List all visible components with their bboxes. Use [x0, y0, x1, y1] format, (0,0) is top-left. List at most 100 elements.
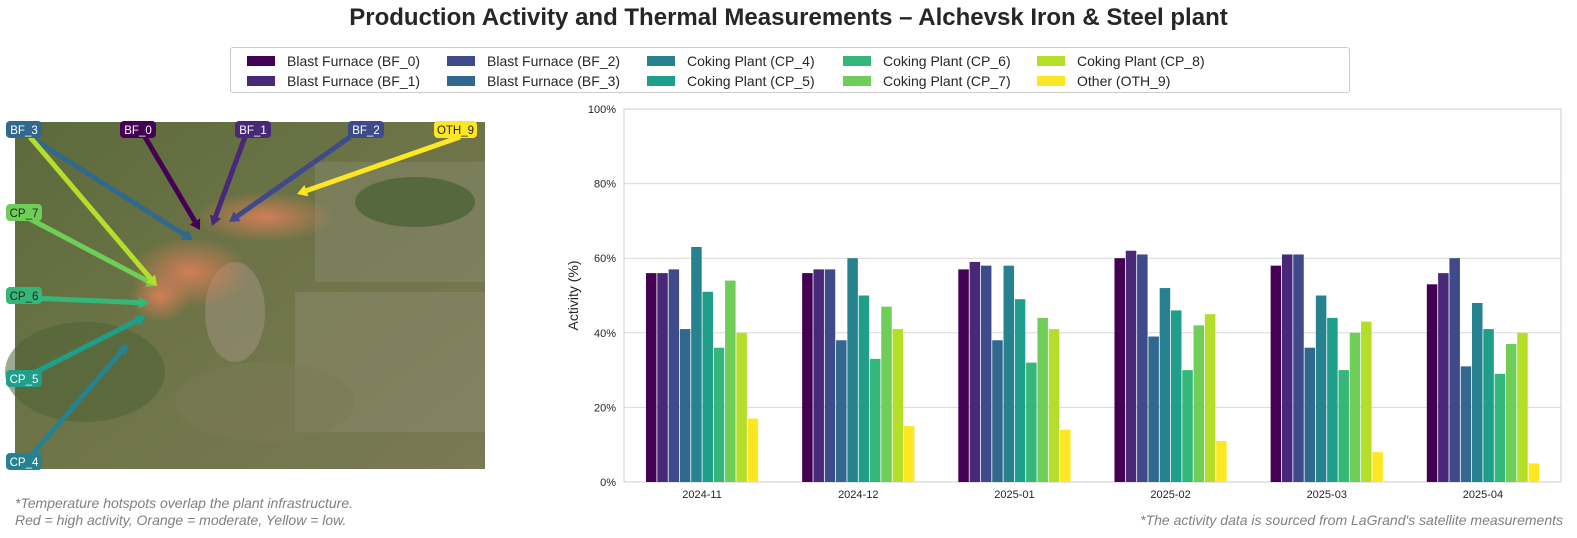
arrow-bf-1: [209, 136, 248, 226]
legend-item: Coking Plant (CP_6): [843, 52, 1011, 70]
bar-coking-plant-cp-8-2025-04: [1517, 332, 1528, 482]
map-label-text: CP_5: [10, 374, 39, 386]
map-label-cp-7: CP_7: [6, 204, 42, 221]
legend-swatch: [843, 56, 871, 66]
bar-coking-plant-cp-4-2025-01: [1003, 265, 1015, 482]
bar-coking-plant-cp-6-2025-04: [1494, 373, 1506, 482]
map-label-cp-5: CP_5: [6, 370, 42, 387]
x-tick-label: 2024-11: [682, 489, 722, 500]
bar-coking-plant-cp-4-2024-11: [691, 247, 702, 482]
map-label-text: CP_4: [10, 457, 39, 469]
y-axis: 0% 20% 40% 60% 80% 100%: [588, 104, 616, 489]
x-tick-label: 2025-03: [1307, 489, 1347, 500]
bar-coking-plant-cp-8-2025-03: [1361, 321, 1372, 482]
bar-blast-furnace-bf-1-2024-12: [813, 269, 824, 482]
hotspot: [195, 192, 335, 242]
legend-item: Coking Plant (CP_5): [647, 72, 815, 90]
bar-coking-plant-cp-7-2025-03: [1349, 332, 1361, 482]
bar-coking-plant-cp-7-2024-11: [725, 280, 736, 482]
legend-item: Coking Plant (CP_7): [843, 72, 1011, 90]
bar-blast-furnace-bf-2-2024-11: [668, 269, 680, 482]
bar-coking-plant-cp-6-2024-11: [713, 347, 725, 482]
thermal-note: *Temperature hotspots overlap the plant …: [15, 495, 353, 529]
legend-label: Blast Furnace (BF_3): [487, 73, 621, 89]
bar-blast-furnace-bf-3-2025-04: [1460, 366, 1472, 482]
bar-blast-furnace-bf-0-2024-11: [645, 273, 657, 482]
legend-item: Coking Plant (CP_4): [647, 52, 815, 70]
bar-coking-plant-cp-4-2025-03: [1315, 295, 1327, 482]
legend-item: Blast Furnace (BF_3): [447, 72, 620, 90]
legend-label: Coking Plant (CP_4): [687, 53, 815, 69]
bar-coking-plant-cp-7-2025-04: [1505, 343, 1517, 482]
legend-label: Coking Plant (CP_8): [1077, 53, 1205, 69]
bar-blast-furnace-bf-2-2024-12: [824, 269, 836, 482]
arrow-cp-6: [29, 295, 149, 309]
arrow-oth-9: [297, 134, 461, 197]
plot-frame: [623, 108, 1562, 483]
legend-swatch: [1037, 76, 1065, 86]
x-tick-label: 2024-12: [838, 489, 878, 500]
legend-swatch: [247, 56, 275, 66]
legend-item: Blast Furnace (BF_0): [247, 52, 420, 70]
map-label-bf-2: BF_2: [348, 121, 384, 138]
bar-coking-plant-cp-5-2025-02: [1170, 310, 1182, 482]
bar-coking-plant-cp-6-2025-01: [1026, 362, 1037, 482]
arrow-cp-4: [28, 344, 128, 459]
bar-other-oth-9-2024-11: [747, 418, 759, 482]
map-label-text: BF_0: [124, 125, 152, 137]
bar-coking-plant-cp-5-2025-01: [1014, 299, 1026, 482]
map-label-cp-4: CP_4: [6, 453, 42, 470]
legend-item: Other (OTH_9): [1037, 72, 1170, 90]
bar-coking-plant-cp-7-2024-12: [881, 306, 892, 482]
activity-bar-chart: 0%20%40%60%80%100%Activity (%)2024-11 202…: [565, 104, 1562, 500]
bar-coking-plant-cp-4-2025-02: [1159, 288, 1171, 482]
legend-item: Blast Furnace (BF_2): [447, 52, 620, 70]
map-label-text: BF_1: [239, 125, 267, 137]
legend-label: Blast Furnace (BF_1): [287, 73, 421, 89]
bar-coking-plant-cp-5-2025-04: [1483, 329, 1494, 482]
map-label-bf-0: BF_0: [120, 121, 156, 138]
bar-blast-furnace-bf-0-2025-03: [1270, 265, 1282, 482]
map-label-text: CP_7: [10, 208, 39, 220]
bar-blast-furnace-bf-0-2025-01: [958, 269, 969, 482]
bar-blast-furnace-bf-2-2025-01: [980, 265, 992, 482]
bar-coking-plant-cp-7-2025-01: [1037, 317, 1048, 482]
grid: [624, 108, 1561, 483]
legend-swatch: [647, 76, 675, 86]
bar-blast-furnace-bf-1-2024-11: [657, 273, 668, 482]
map-label-cp-6: CP_6: [6, 287, 42, 304]
arrow-bf-2: [229, 134, 352, 222]
x-tick-label: 2025-04: [1463, 489, 1503, 500]
bar-other-oth-9-2024-12: [903, 426, 915, 482]
map-label-text: OTH_9: [437, 125, 474, 137]
bar-other-oth-9-2025-04: [1528, 463, 1540, 482]
bar-coking-plant-cp-8-2025-01: [1048, 329, 1060, 482]
legend-label: Coking Plant (CP_5): [687, 73, 815, 89]
bar-coking-plant-cp-6-2024-12: [869, 358, 881, 482]
arrow-bf-3: [28, 134, 193, 240]
legend-swatch: [447, 56, 475, 66]
bar-blast-furnace-bf-0-2025-02: [1114, 258, 1125, 482]
arrow-bf-0: [142, 135, 201, 230]
legend-label: Blast Furnace (BF_2): [487, 53, 621, 69]
legend-label: Coking Plant (CP_6): [883, 53, 1011, 69]
bar-blast-furnace-bf-3-2025-02: [1148, 336, 1159, 482]
legend-label: Coking Plant (CP_7): [883, 73, 1011, 89]
thermal-note-line2: Red = high activity, Orange = moderate, …: [15, 512, 347, 528]
bar-coking-plant-cp-6-2025-03: [1338, 370, 1349, 482]
arrow-cp-5: [28, 315, 146, 378]
bar-coking-plant-cp-5-2025-03: [1327, 317, 1338, 482]
bar-coking-plant-cp-6-2025-02: [1182, 370, 1193, 482]
bar-coking-plant-cp-8-2024-11: [736, 332, 747, 482]
map-label-bf-1: BF_1: [235, 121, 271, 138]
bar-other-oth-9-2025-01: [1060, 429, 1071, 482]
bars: [645, 247, 1540, 482]
y-tick-label: 40%: [594, 328, 616, 340]
legend-item: Coking Plant (CP_8): [1037, 52, 1205, 70]
bar-blast-furnace-bf-1-2025-01: [969, 261, 981, 482]
thermal-note-line1: *Temperature hotspots overlap the plant …: [15, 495, 354, 511]
x-axis: 2024-11 2024-12 2025-01 2025-02 2025-03 2025-…: [682, 489, 1503, 500]
y-tick-label: 80%: [594, 179, 616, 191]
source-note: *The activity data is sourced from LaGra…: [1140, 512, 1563, 528]
bar-coking-plant-cp-8-2024-12: [892, 329, 904, 482]
